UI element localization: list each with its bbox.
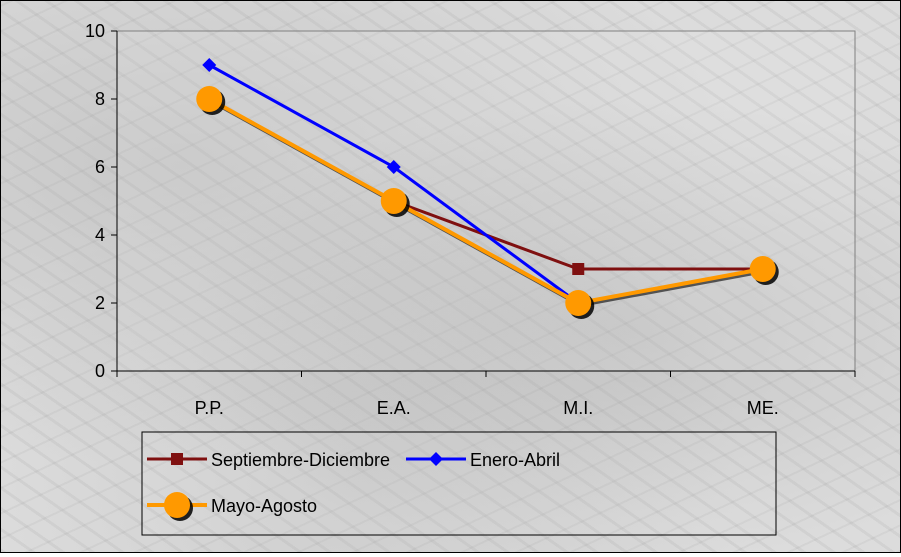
x-tick-label: M.I.	[563, 398, 593, 418]
legend-label: Enero-Abril	[470, 450, 560, 470]
legend-marker	[164, 492, 190, 518]
x-tick-label: P.P.	[195, 398, 224, 418]
legend-entry: Septiembre-Diciembre	[147, 450, 390, 470]
data-point	[386, 160, 401, 174]
legend-marker	[429, 452, 443, 466]
legend-label: Septiembre-Diciembre	[211, 450, 390, 470]
series-line	[208, 97, 764, 306]
y-tick-label: 6	[95, 157, 105, 177]
data-point	[749, 256, 776, 282]
legend-box	[141, 431, 777, 536]
y-tick-label: 0	[95, 361, 105, 381]
series-layer	[196, 58, 779, 319]
legend-label: Mayo-Agosto	[211, 496, 317, 516]
data-point	[202, 58, 217, 72]
data-point	[572, 263, 585, 275]
y-tick-label: 10	[85, 21, 105, 41]
x-tick-label: ME.	[747, 398, 779, 418]
x-tick-label: E.A.	[377, 398, 411, 418]
legend-marker	[171, 453, 183, 465]
data-point	[196, 86, 223, 112]
legend-entry: Mayo-Agosto	[147, 492, 317, 521]
axes: 0 2 4 6 8 10 P.P. E.A. M.I. ME.	[85, 21, 856, 418]
y-tick-label: 2	[95, 293, 105, 313]
series-3	[196, 86, 779, 319]
legend: Septiembre-Diciembre Enero-Abril Mayo-Agos…	[141, 431, 777, 536]
y-tick-label: 4	[95, 225, 105, 245]
data-point	[380, 188, 407, 214]
y-tick-label: 8	[95, 89, 105, 109]
data-point	[565, 290, 592, 316]
legend-entry: Enero-Abril	[406, 450, 560, 470]
plot-area	[116, 30, 856, 372]
